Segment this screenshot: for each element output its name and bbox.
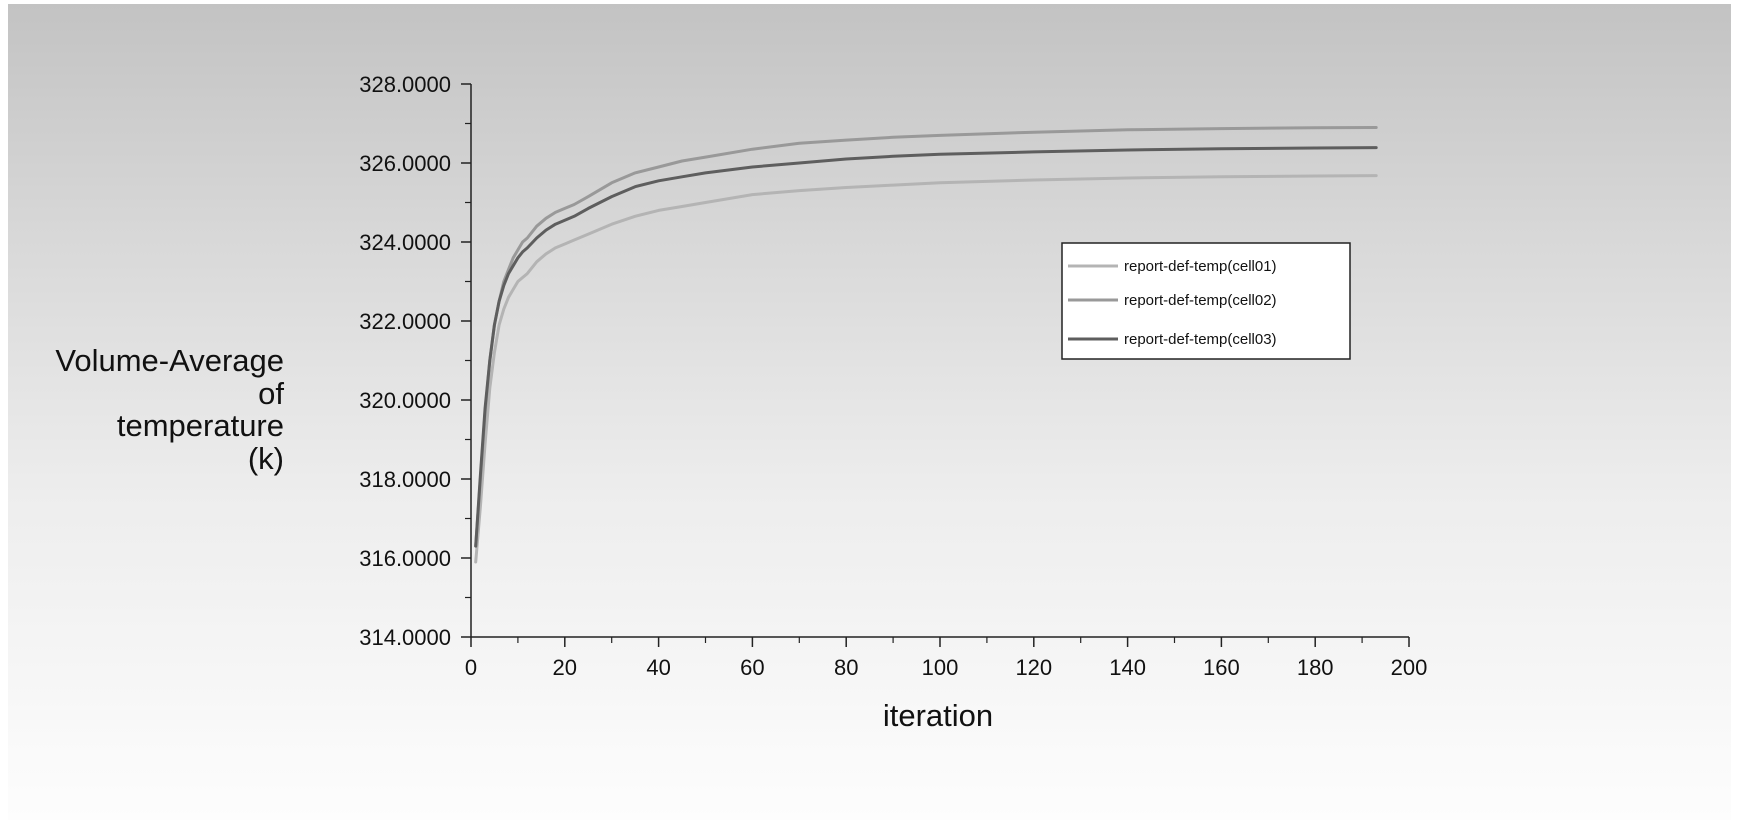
y-tick-label: 328.0000 [359,72,451,97]
x-tick-label: 160 [1203,655,1240,680]
y-tick-label: 326.0000 [359,151,451,176]
series-line-1 [474,174,1378,564]
legend-label-cell03: report-def-temp(cell03) [1124,331,1277,348]
legend: report-def-temp(cell01) report-def-temp(… [1061,242,1351,360]
x-tick-label: 180 [1297,655,1334,680]
axis-layer: 314.0000 316.0000 318.0000 320.0000 322.0000… [359,72,1427,680]
y-axis-title-line-4: (k) [248,441,284,476]
x-tick-label: 40 [646,655,670,680]
y-axis-title-line-2: of [258,376,284,411]
legend-label-cell02: report-def-temp(cell02) [1124,292,1277,309]
x-tick-label: 200 [1391,655,1428,680]
x-tick-label: 100 [922,655,959,680]
y-axis-title-line-1: Volume-Average [55,343,284,378]
legend-label-cell01: report-def-temp(cell01) [1124,258,1277,275]
y-tick-label: 316.0000 [359,546,451,571]
y-tick-label: 324.0000 [359,230,451,255]
x-tick-label: 120 [1015,655,1052,680]
y-axis-title-line-3: temperature [117,408,284,443]
y-tick-label: 314.0000 [359,625,451,650]
series-line-3 [474,146,1378,548]
x-tick-label: 140 [1109,655,1146,680]
y-tick-label: 318.0000 [359,467,451,492]
x-tick-label: 0 [465,655,477,680]
y-tick-label: 320.0000 [359,388,451,413]
y-tick-label: 322.0000 [359,309,451,334]
x-axis-title: iteration [883,698,993,733]
x-tick-label: 20 [553,655,577,680]
label-layer: iteration Volume-Average of temperature … [55,343,993,733]
x-tick-label: 80 [834,655,858,680]
x-tick-label: 60 [740,655,764,680]
series-layer [474,126,1378,564]
